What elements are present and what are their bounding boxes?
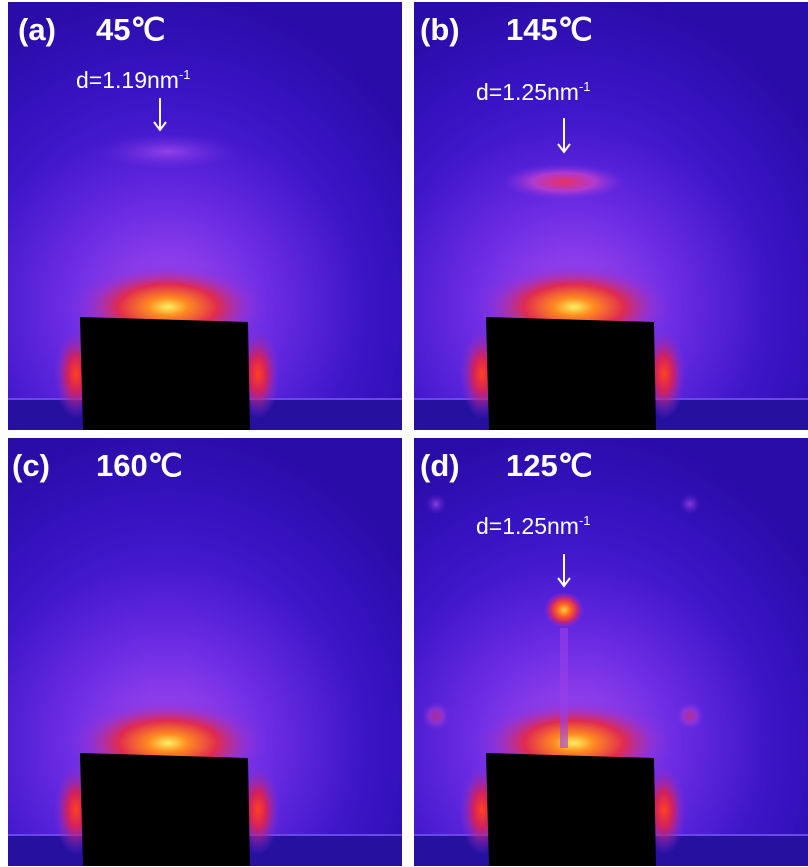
panel-label: (d) [420,448,460,483]
temperature: 145℃ [506,12,593,47]
ring [98,134,238,170]
annotation-superscript: -1 [579,79,591,94]
pattern [0,438,402,867]
pattern [0,2,402,472]
panel-label: (b) [420,12,460,47]
figure: (a) 45℃ d=1.19nm-1 (b) 145℃ d=1.25nm-1 (… [0,0,808,867]
panel-label: (a) [18,12,56,47]
panel: (a) 45℃ d=1.19nm-1 [0,2,402,472]
streak [560,628,568,748]
spot [422,702,450,730]
panel: (d) 125℃ d=1.25nm-1 [374,438,808,867]
annotation: d=1.25nm-1 [476,79,591,105]
ring [502,164,626,200]
spot [676,702,704,730]
annotation-text: d=1.25nm [476,513,579,539]
annotation-text: d=1.19nm [76,67,179,93]
annotation-text: d=1.25nm [476,79,579,105]
body: (a) 45℃ d=1.19nm-1 (b) 145℃ d=1.25nm-1 (… [0,0,808,867]
spot [680,494,700,514]
panel: (c) 160℃ [0,438,402,867]
page: {"panels": [ {"label": "(a)", "temperatu… [0,0,808,867]
temperature: 125℃ [506,448,593,483]
annotation: d=1.19nm-1 [76,67,191,93]
temperature: 160℃ [96,448,183,483]
annotation: d=1.25nm-1 [476,513,591,539]
panel: (b) 145℃ d=1.25nm-1 [374,2,808,472]
spot [544,592,584,628]
panel-label: (c) [12,448,50,483]
annotation-superscript: -1 [179,67,191,82]
pattern [374,2,808,472]
annotation-superscript: -1 [579,513,591,528]
temperature: 45℃ [96,12,165,47]
spot [426,494,446,514]
